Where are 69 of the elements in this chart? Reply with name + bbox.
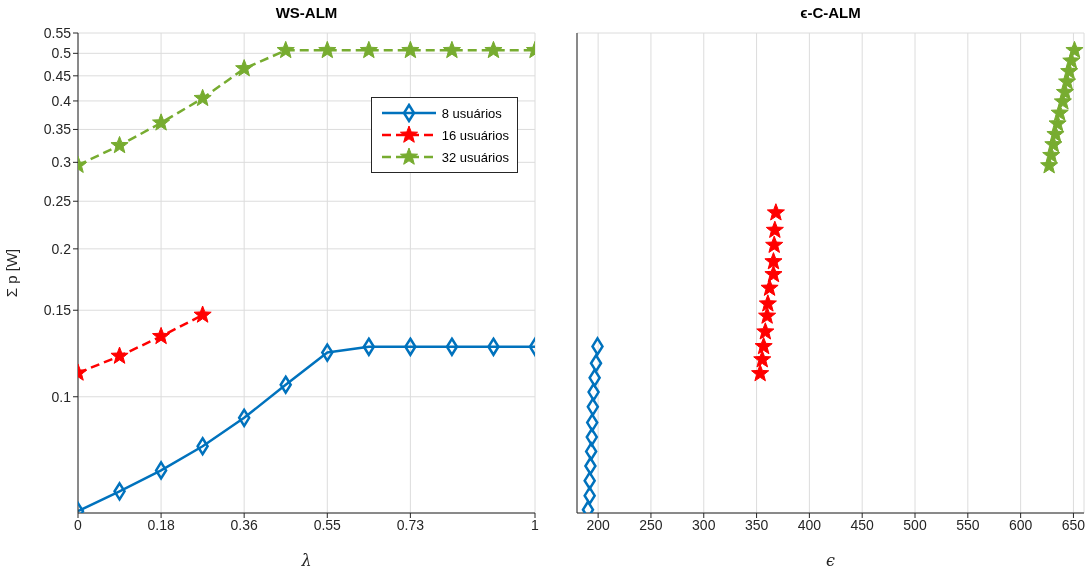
point <box>764 252 783 270</box>
point <box>237 408 251 428</box>
point <box>484 40 503 59</box>
point <box>585 413 599 432</box>
legend-label: 16 usuários <box>441 127 509 143</box>
y-axis-title: Σ p [W] <box>3 248 21 298</box>
x-tick-label: 550 <box>956 516 980 533</box>
y-tick-label: 0.1 <box>51 388 72 405</box>
point <box>760 278 779 296</box>
y-tick-label: 0.2 <box>51 240 72 257</box>
x-tick-label: 300 <box>692 516 716 533</box>
x-tick-label: 0.36 <box>230 516 258 533</box>
point <box>235 59 254 77</box>
point <box>751 364 770 382</box>
point <box>193 305 212 323</box>
x-tick-label: 200 <box>586 516 611 533</box>
point <box>110 135 129 154</box>
point <box>359 40 378 59</box>
legend-label: 8 usuários <box>441 105 502 121</box>
x-tick-label: 0.18 <box>147 516 175 533</box>
y-tick-label: 0.55 <box>43 24 72 41</box>
legend-label: 32 usuários <box>441 149 509 165</box>
point <box>586 397 600 417</box>
point <box>766 203 785 221</box>
point <box>753 350 772 368</box>
point <box>152 113 171 131</box>
point <box>754 336 773 355</box>
point <box>765 220 784 238</box>
x-tick-label: 650 <box>1061 516 1086 533</box>
x-tick-label: 350 <box>744 516 769 533</box>
point <box>110 346 129 364</box>
point <box>154 461 168 480</box>
x-tick-label: 250 <box>639 516 663 533</box>
y-tick-label: 0.25 <box>43 193 72 210</box>
point <box>758 294 777 312</box>
x-tick-label: 0.55 <box>313 516 342 533</box>
x-tick-label: 600 <box>1008 516 1033 533</box>
x-tick-label: 400 <box>797 516 822 533</box>
point <box>362 337 376 357</box>
point <box>589 354 603 373</box>
chart-title: WS-ALM <box>274 4 339 21</box>
y-tick-label: 0.15 <box>43 302 72 319</box>
chart-title: ϵ-C-ALM <box>799 4 862 21</box>
y-tick-label: 0.3 <box>51 154 72 171</box>
point <box>765 235 784 253</box>
x-axis-title: λ <box>300 551 312 570</box>
x-tick-label: 0.73 <box>396 516 425 533</box>
point <box>585 427 599 447</box>
x-tick-label: 450 <box>850 516 875 533</box>
y-tick-label: 0.45 <box>43 67 72 84</box>
x-tick-label: 500 <box>903 516 927 533</box>
point <box>193 88 212 107</box>
y-tick-label: 0.4 <box>51 92 72 109</box>
y-tick-label: 0.5 <box>51 45 72 62</box>
y-tick-label: 0.35 <box>43 121 72 138</box>
point <box>152 326 171 345</box>
point <box>401 40 420 59</box>
x-axis-title: ϵ <box>826 551 836 570</box>
x-tick-label: 1 <box>531 516 540 533</box>
point <box>764 264 783 283</box>
x-tick-label: 0 <box>74 516 83 533</box>
point <box>442 40 461 59</box>
point <box>318 40 337 59</box>
point <box>1065 40 1084 59</box>
point <box>445 337 459 357</box>
point <box>276 40 295 59</box>
point <box>756 322 775 340</box>
point <box>758 306 777 324</box>
point <box>584 442 598 461</box>
